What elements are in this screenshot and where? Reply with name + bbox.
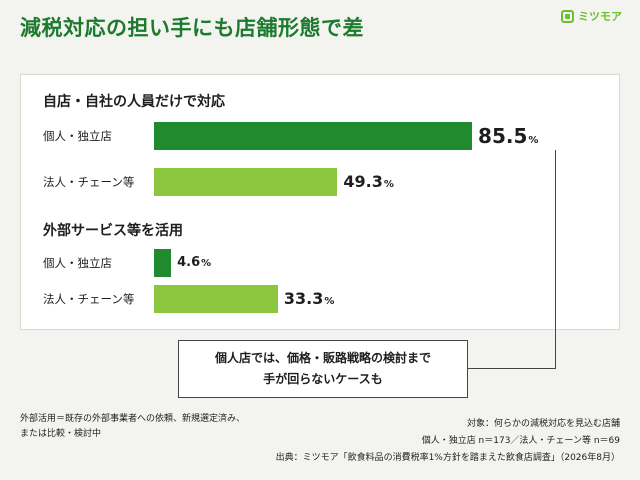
footnote-line-1: 外部活用＝既存の外部事業者への依頼、新規選定済み、 [20,414,246,424]
footnote: 外部活用＝既存の外部事業者への依頼、新規選定済み、 または比較・検討中 [20,412,245,442]
value-external-individual: 4.6% [177,255,212,270]
brand-logo-icon [561,9,574,23]
row-label-in-house-chain: 法人・チェーン等 [43,175,135,189]
row-label-external-individual: 個人・独立店 [43,256,112,270]
survey-target: 対象：何らかの減税対応を見込む店舗 [466,419,620,429]
bar-in-house-chain [154,168,338,196]
chart-card: 自店・自社の人員だけで対応 個人・独立店 85.5% 法人・チェーン等 49.3… [20,74,620,330]
brand-logo: ミツモア [561,8,622,24]
callout-line-2: 手が回らないケースも [263,372,383,386]
group-title-external: 外部サービス等を活用 [43,223,183,239]
survey-meta: 対象：何らかの減税対応を見込む店舗 個人・独立店 n＝173／法人・チェーン等 … [276,416,620,467]
callout-connector-horizontal [468,368,556,369]
callout-box: 個人店では、価格・販路戦略の検討まで 手が回らないケースも [178,340,468,398]
footnote-line-2: または比較・検討中 [20,429,102,439]
bar-external-chain [154,285,278,313]
brand-logo-text: ミツモア [578,10,622,23]
page-title: 減税対応の担い手にも店舗形態で差 [20,16,364,40]
group-title-in-house: 自店・自社の人員だけで対応 [43,94,225,110]
survey-source: 出典：ミツモア「飲食料品の消費税率1%方針を踏まえた飲食店調査」（2026年8月… [275,453,620,463]
bar-in-house-individual [154,122,473,150]
value-external-chain: 33.3% [283,289,335,308]
value-in-house-individual: 85.5% [478,124,539,148]
survey-sample: 個人・独立店 n＝173／法人・チェーン等 n＝69 [421,436,620,446]
callout-line-1: 個人店では、価格・販路戦略の検討まで [214,351,431,365]
row-label-external-chain: 法人・チェーン等 [43,292,135,306]
callout-connector-vertical [555,150,556,369]
value-in-house-chain: 49.3% [343,172,394,191]
bar-external-individual [154,249,172,277]
row-label-in-house-individual: 個人・独立店 [43,129,112,143]
